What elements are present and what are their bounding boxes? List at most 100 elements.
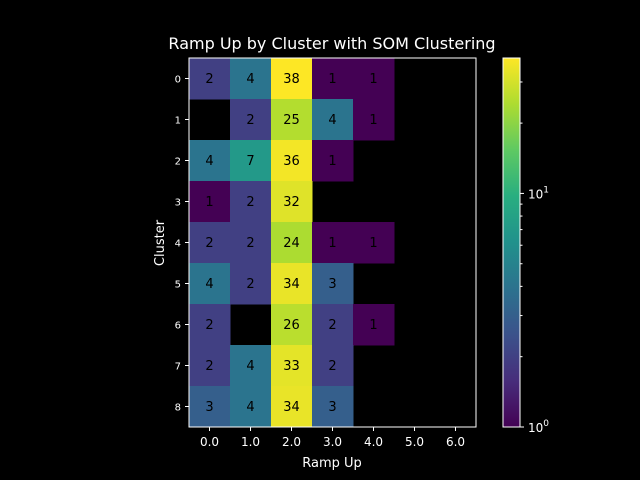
cell-value-label: 2 xyxy=(246,236,254,251)
heatmap-cell xyxy=(353,58,395,100)
cell-value-label: 4 xyxy=(246,359,254,374)
y-axis-label: Cluster xyxy=(153,219,168,266)
heatmap-cell xyxy=(312,58,354,100)
x-tick-label: 4.0 xyxy=(364,435,383,449)
cell-value-label: 1 xyxy=(328,236,336,251)
x-tick-label: 2.0 xyxy=(282,435,301,449)
y-tick-label: 0 xyxy=(175,75,181,86)
cell-value-label: 4 xyxy=(246,400,254,415)
x-tick-label: 5.0 xyxy=(405,435,424,449)
cell-value-label: 1 xyxy=(369,318,377,333)
heatmap-cell xyxy=(271,99,313,141)
y-tick-label: 1 xyxy=(175,116,181,127)
heatmap-cell xyxy=(189,386,231,428)
x-tick-label: 1.0 xyxy=(241,435,260,449)
cell-value-label: 36 xyxy=(283,154,300,169)
heatmap-cell xyxy=(312,345,354,387)
heatmap-cell-labels: 2 4 38 1 12 25 4 14 7 36 11 2 322 2 24 1 14 2 34 32 26 2 12 4 33… xyxy=(205,72,377,415)
cell-value-label: 38 xyxy=(283,72,300,87)
cell-value-label: 3 xyxy=(328,277,336,292)
heatmap-cell xyxy=(271,304,313,346)
heatmap-cell xyxy=(189,222,231,264)
colorbar-tick-label: 100 xyxy=(528,419,549,435)
heatmap-cell xyxy=(271,263,313,305)
heatmap-cell xyxy=(230,222,272,264)
cell-value-label: 3 xyxy=(205,400,213,415)
x-axis-ticks: 0.0 1.0 2.0 3.0 4.0 5.0 6.0 xyxy=(200,427,465,449)
chart-title: Ramp Up by Cluster with SOM Clustering xyxy=(168,34,495,53)
heatmap-cell xyxy=(230,99,272,141)
heatmap-cell xyxy=(230,181,272,223)
cell-value-label: 1 xyxy=(369,72,377,87)
cell-value-label: 2 xyxy=(205,72,213,87)
heatmap-cell xyxy=(312,222,354,264)
y-tick-label: 3 xyxy=(175,198,181,209)
cell-value-label: 2 xyxy=(205,318,213,333)
heatmap-cell xyxy=(189,140,231,182)
x-tick-label: 0.0 xyxy=(200,435,219,449)
cell-value-label: 2 xyxy=(328,359,336,374)
heatmap-cell xyxy=(189,181,231,223)
cell-value-label: 33 xyxy=(283,359,300,374)
x-axis-label: Ramp Up xyxy=(302,456,362,471)
cell-value-label: 4 xyxy=(205,154,213,169)
colorbar-tick-label: 101 xyxy=(528,185,549,201)
y-tick-label: 7 xyxy=(175,362,181,373)
cell-value-label: 1 xyxy=(328,154,336,169)
heatmap-cell xyxy=(230,386,272,428)
cell-value-label: 32 xyxy=(283,195,300,210)
cell-value-label: 24 xyxy=(283,236,300,251)
heatmap-cells xyxy=(189,58,395,428)
x-tick-label: 6.0 xyxy=(446,435,465,449)
heatmap-cell xyxy=(230,140,272,182)
y-tick-label: 6 xyxy=(175,321,181,332)
heatmap-cell xyxy=(312,304,354,346)
heatmap-cell xyxy=(189,304,231,346)
cell-value-label: 1 xyxy=(328,72,336,87)
cell-value-label: 3 xyxy=(328,400,336,415)
x-tick-label: 3.0 xyxy=(323,435,342,449)
cell-value-label: 34 xyxy=(283,400,300,415)
cell-value-label: 25 xyxy=(283,113,300,128)
heatmap-cell xyxy=(353,304,395,346)
cell-value-label: 34 xyxy=(283,277,300,292)
heatmap-cell xyxy=(271,222,313,264)
y-axis-ticks: 0 1 2 3 4 5 6 7 8 xyxy=(175,75,189,414)
heatmap-cell xyxy=(353,99,395,141)
heatmap-cell xyxy=(189,345,231,387)
cell-value-label: 7 xyxy=(246,154,254,169)
heatmap-cell xyxy=(312,386,354,428)
cell-value-label: 4 xyxy=(246,72,254,87)
heatmap-cell xyxy=(312,99,354,141)
heatmap-cell xyxy=(230,345,272,387)
y-tick-label: 4 xyxy=(175,239,181,250)
cell-value-label: 2 xyxy=(246,195,254,210)
heatmap-cell xyxy=(271,345,313,387)
cell-value-label: 2 xyxy=(205,359,213,374)
colorbar-ticks: 100 101 xyxy=(520,81,549,435)
heatmap-cell xyxy=(312,263,354,305)
cell-value-label: 2 xyxy=(246,277,254,292)
heatmap-cell xyxy=(230,58,272,100)
cell-value-label: 4 xyxy=(205,277,213,292)
cell-value-label: 1 xyxy=(205,195,213,210)
heatmap-cell xyxy=(353,222,395,264)
cell-value-label: 2 xyxy=(205,236,213,251)
cell-value-label: 2 xyxy=(246,113,254,128)
heatmap-cell xyxy=(271,58,313,100)
heatmap-cell xyxy=(189,58,231,100)
cell-value-label: 2 xyxy=(328,318,336,333)
cell-value-label: 1 xyxy=(369,236,377,251)
heatmap-cell xyxy=(271,140,313,182)
heatmap-cell xyxy=(271,181,313,223)
heatmap-cell xyxy=(230,263,272,305)
cell-value-label: 26 xyxy=(283,318,300,333)
y-tick-label: 5 xyxy=(175,280,181,291)
cell-value-label: 4 xyxy=(328,113,336,128)
heatmap-cell xyxy=(189,263,231,305)
colorbar xyxy=(502,57,521,428)
heatmap-cell xyxy=(271,386,313,428)
y-tick-label: 8 xyxy=(175,403,181,414)
cell-value-label: 1 xyxy=(369,113,377,128)
